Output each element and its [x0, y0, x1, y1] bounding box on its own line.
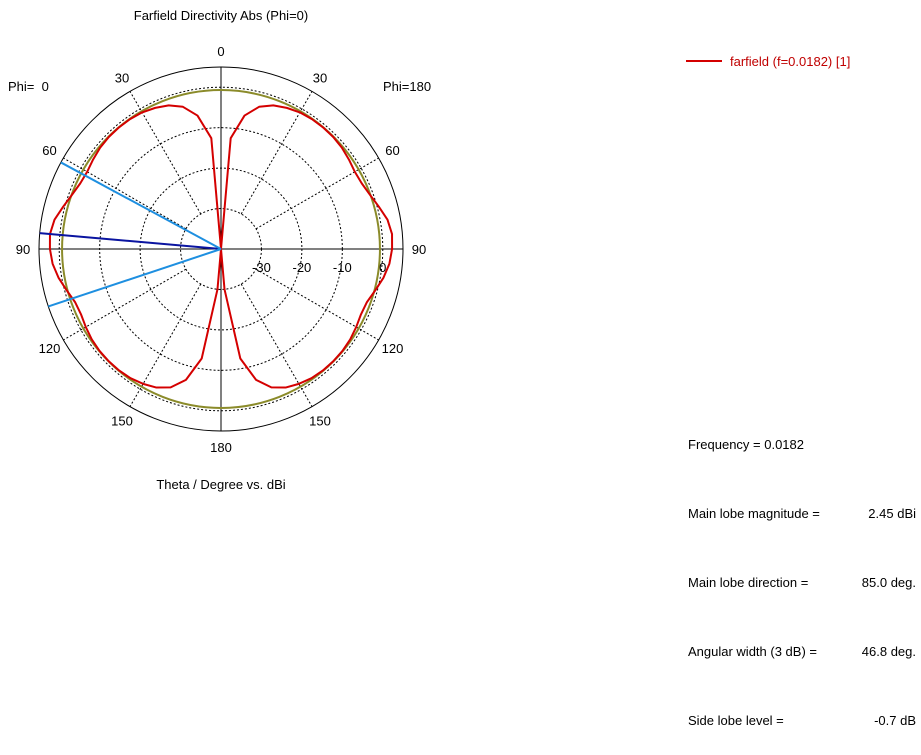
- legend-label: farfield (f=0.0182) [1]: [730, 53, 851, 69]
- angle-tick-label: 150: [309, 413, 331, 428]
- angular-grid-line: [63, 157, 187, 230]
- radial-tick-label: 0: [379, 260, 386, 275]
- info-main-lobe-magnitude: Main lobe magnitude = 2.45 dBi: [688, 502, 916, 525]
- info-frequency: Frequency = 0.0182: [688, 433, 916, 456]
- info-angular-width: Angular width (3 dB) = 46.8 deg.: [688, 640, 916, 663]
- angle-tick-label: 60: [42, 143, 56, 158]
- angle-tick-label: 30: [115, 71, 129, 86]
- radial-tick-label: -20: [292, 260, 311, 275]
- radial-tick-label: -30: [252, 260, 271, 275]
- info-panel: Frequency = 0.0182 Main lobe magnitude =…: [688, 387, 916, 755]
- legend-swatch: [686, 60, 722, 62]
- angular-grid-line: [255, 157, 379, 230]
- left-phi-label: Phi= 0: [8, 79, 49, 94]
- main-lobe-direction-label: Main lobe direction =: [688, 575, 809, 590]
- side-lobe-value: -0.7 dB: [874, 713, 916, 728]
- angle-tick-label: 180: [210, 440, 232, 455]
- info-main-lobe-direction: Main lobe direction = 85.0 deg.: [688, 571, 916, 594]
- radial-tick-label: -10: [333, 260, 352, 275]
- angle-tick-label: 120: [39, 341, 61, 356]
- angular-width-label: Angular width (3 dB) =: [688, 644, 817, 659]
- reference-layer: [61, 89, 381, 409]
- main-lobe-direction-value: 85.0 deg.: [861, 575, 916, 590]
- angle-tick-label: 30: [313, 71, 327, 86]
- angle-tick-label: 0: [217, 44, 224, 59]
- angular-grid-line: [240, 91, 313, 215]
- main-lobe-magnitude-value: 2.45 dBi: [868, 506, 916, 521]
- lobe-lines: [39, 161, 222, 308]
- main-lobe-line: [39, 232, 222, 250]
- angle-tick-label: 90: [412, 242, 426, 257]
- info-side-lobe: Side lobe level = -0.7 dB: [688, 709, 916, 732]
- reference-circle: [61, 89, 381, 409]
- chart-title: Farfield Directivity Abs (Phi=0): [134, 8, 308, 23]
- beamwidth-line: [60, 161, 222, 250]
- side-lobe-label: Side lobe level =: [688, 713, 784, 728]
- angular-grid-line: [129, 91, 202, 215]
- polar-chart: Farfield Directivity Abs (Phi=0) Phi= 0 …: [8, 8, 431, 492]
- angle-tick-label: 90: [16, 242, 30, 257]
- radial-tick-labels: -30 -20 -10 0: [252, 260, 386, 275]
- main-lobe-magnitude-label: Main lobe magnitude =: [688, 506, 820, 521]
- angular-width-value: 46.8 deg.: [861, 644, 916, 659]
- angle-tick-label: 60: [385, 143, 399, 158]
- beamwidth-line: [47, 248, 222, 308]
- angle-tick-labels: 0 180 30 60 90 120 150 30 60 90 120 150: [16, 44, 426, 455]
- right-phi-label: Phi=180: [383, 79, 431, 94]
- angular-grid-line: [63, 268, 187, 341]
- frequency-text: Frequency = 0.0182: [688, 437, 804, 452]
- angular-grid-line: [255, 268, 379, 341]
- angle-tick-label: 150: [111, 413, 133, 428]
- legend: farfield (f=0.0182) [1]: [686, 52, 850, 70]
- angle-tick-label: 120: [382, 341, 404, 356]
- x-axis-label: Theta / Degree vs. dBi: [156, 477, 285, 492]
